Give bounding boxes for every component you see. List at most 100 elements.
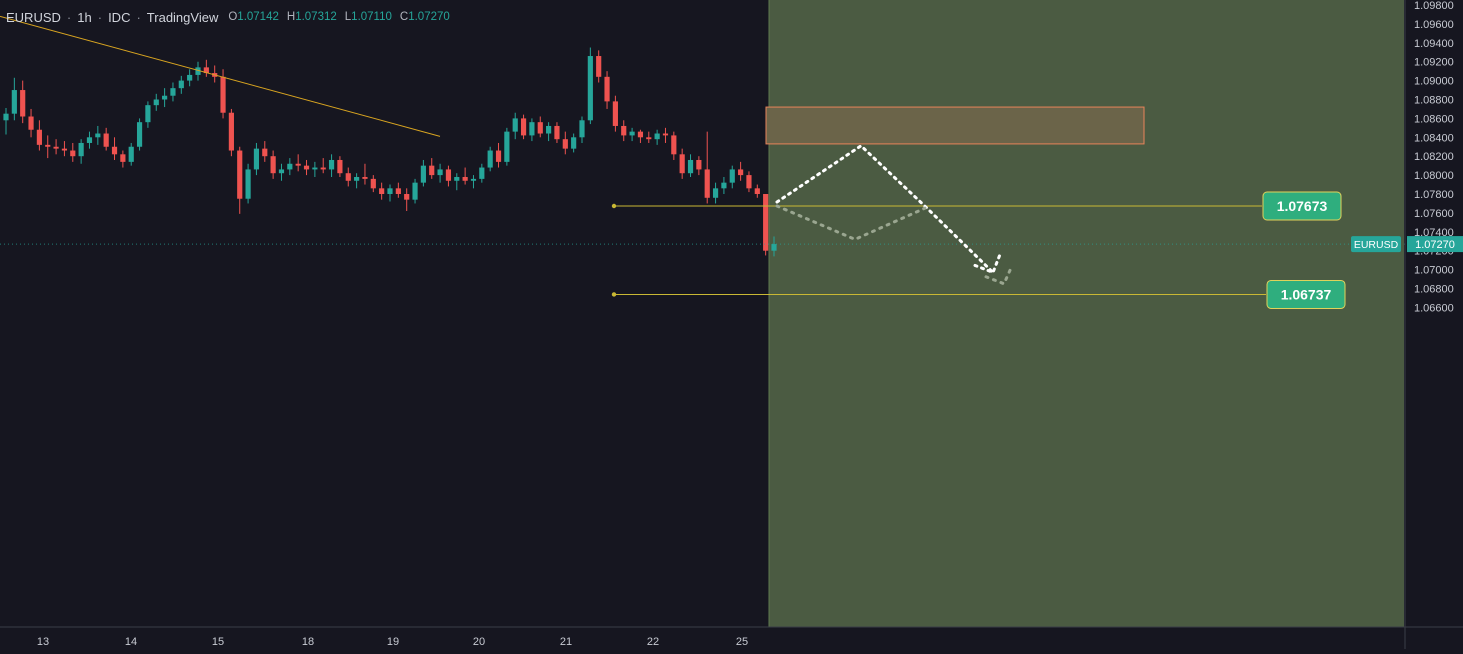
candle xyxy=(95,125,101,145)
candle xyxy=(520,114,527,140)
candle-body xyxy=(61,148,68,151)
candle-body xyxy=(537,122,543,134)
candle xyxy=(621,120,627,142)
price-tick-label: 1.09200 xyxy=(1414,57,1454,69)
price-tick-label: 1.09800 xyxy=(1414,0,1454,12)
candle-body xyxy=(387,188,393,194)
candle-body xyxy=(704,169,710,198)
candle-body xyxy=(479,167,485,179)
candle xyxy=(178,75,184,94)
supply-zone[interactable] xyxy=(765,106,1145,145)
candle xyxy=(721,176,727,194)
time-tick-label: 13 xyxy=(37,636,49,648)
candle-body xyxy=(721,182,727,189)
price-tick-label: 1.09600 xyxy=(1414,19,1454,31)
candle xyxy=(111,137,118,160)
candle xyxy=(337,156,343,177)
candle xyxy=(203,59,209,77)
price-tick-label: 1.08600 xyxy=(1414,113,1454,125)
price-tick-label: 1.08800 xyxy=(1414,95,1454,107)
candle-body xyxy=(28,116,34,130)
time-tick-label: 15 xyxy=(212,636,224,648)
candle xyxy=(754,184,760,198)
candle xyxy=(696,156,702,176)
candle xyxy=(729,165,735,189)
resistance-level-anchor[interactable] xyxy=(611,203,617,209)
candle xyxy=(612,95,618,132)
candle xyxy=(537,116,543,138)
candle-body xyxy=(646,137,652,140)
candle-body xyxy=(520,118,527,136)
candle-body xyxy=(3,113,9,121)
candle-body xyxy=(312,167,318,170)
price-tick-label: 1.07000 xyxy=(1414,265,1454,277)
candle-body xyxy=(53,146,59,149)
candle-body xyxy=(470,178,477,181)
candle-body xyxy=(529,122,535,136)
candle-body xyxy=(429,165,435,176)
candle xyxy=(445,165,452,187)
target-level-anchor[interactable] xyxy=(611,292,617,297)
candle-body xyxy=(629,131,635,136)
candle-body xyxy=(86,137,93,143)
candle xyxy=(3,108,9,135)
candle-body xyxy=(587,56,593,121)
price-axis[interactable]: 1.09800 1.09600 1.09400 1.09200 1.09000 1.088… xyxy=(1414,0,1454,314)
current-price-text: 1.07270 xyxy=(1415,239,1455,251)
candle-body xyxy=(11,90,17,114)
projected-path-main[interactable] xyxy=(775,143,995,274)
symbol-tag-text: EURUSD xyxy=(1354,239,1399,251)
projected-path-main-arrowhead xyxy=(973,252,1002,275)
candle xyxy=(554,122,560,143)
resistance-level-label[interactable]: 1.07673 xyxy=(1262,191,1342,221)
candle-body xyxy=(445,169,452,181)
candle-body xyxy=(596,56,602,77)
candle-body xyxy=(337,159,343,174)
candle-body xyxy=(120,154,126,162)
price-tick-label: 1.09400 xyxy=(1414,38,1454,50)
price-tick-label: 1.06800 xyxy=(1414,284,1454,296)
candle xyxy=(479,163,485,183)
candle xyxy=(245,163,251,204)
overlay-layer xyxy=(0,15,1405,297)
ohlc-open: O1.07142 xyxy=(228,11,279,23)
candle-body xyxy=(571,137,577,149)
candle-body xyxy=(354,176,360,181)
candle xyxy=(379,182,385,200)
candle-body xyxy=(278,169,285,174)
candle xyxy=(287,158,293,176)
candle-body xyxy=(637,131,644,138)
source-label: TradingView xyxy=(146,9,219,25)
candle xyxy=(162,88,168,108)
symbol-name[interactable]: EURUSD xyxy=(6,9,61,25)
trendline[interactable] xyxy=(0,15,441,137)
price-tick-label: 1.07600 xyxy=(1414,208,1454,220)
header-separator: · xyxy=(97,9,103,25)
candle xyxy=(28,108,34,138)
candle xyxy=(303,159,310,176)
candle xyxy=(571,133,577,153)
candle xyxy=(128,142,134,166)
candle xyxy=(78,139,84,164)
candle-body xyxy=(395,188,401,194)
price-tick-label: 1.08000 xyxy=(1414,170,1454,182)
candle-body xyxy=(36,129,42,145)
candle xyxy=(646,131,652,143)
candle-body xyxy=(746,175,752,189)
projected-path-alt[interactable] xyxy=(775,204,927,241)
candle-body xyxy=(512,118,518,132)
candle-body xyxy=(420,165,426,183)
candle-body xyxy=(303,165,310,170)
interval-label[interactable]: 1h xyxy=(77,9,92,25)
resistance-level-label-box xyxy=(1262,191,1342,221)
target-level-label[interactable]: 1.06737 xyxy=(1266,279,1346,309)
candle-body xyxy=(20,90,26,117)
time-tick-label: 22 xyxy=(647,636,659,648)
candle xyxy=(454,173,460,191)
price-tick-label: 1.08400 xyxy=(1414,132,1454,144)
candle-body xyxy=(370,178,376,189)
candle-body xyxy=(546,125,552,134)
time-axis[interactable]: 13 14 15 18 19 20 21 22 25 xyxy=(37,636,748,648)
